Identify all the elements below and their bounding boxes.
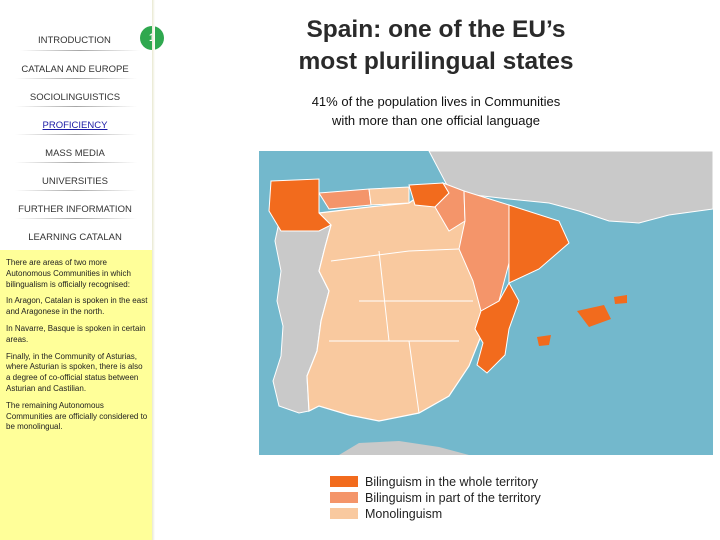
page-subtitle: 41% of the population lives in Communiti… [262, 92, 610, 130]
title-line: Spain: one of the EU’s [306, 16, 566, 43]
cantabria-region [368, 186, 410, 206]
nav-item-mass-media[interactable]: MASS MEDIA [45, 148, 105, 159]
page-title: Spain: one of the EU’s most plurilingual… [262, 14, 610, 78]
legend-label: Monolinguism [365, 507, 443, 521]
subtitle-line: 41% of the population lives in Communiti… [311, 94, 561, 109]
legend-label: Bilinguism in part of the territory [365, 491, 541, 505]
valencian-community-region [474, 281, 520, 374]
mallorca-island [577, 305, 611, 327]
nav-item-universities[interactable]: UNIVERSITIES [42, 176, 108, 187]
nav-divider [20, 50, 140, 51]
spain-language-map [259, 151, 713, 455]
region-borders [329, 248, 473, 414]
africa-region [339, 441, 469, 455]
legend-swatch [330, 492, 358, 503]
catalonia-region [508, 204, 570, 284]
nav-divider [15, 106, 137, 107]
legend-swatch [330, 476, 358, 487]
note-paragraph: In Navarre, Basque is spoken in certain … [6, 323, 146, 344]
legend-swatch [330, 508, 358, 519]
nav-divider [15, 162, 137, 163]
nav-item-proficiency[interactable]: PROFICIENCY [42, 120, 108, 131]
note-paragraph: Finally, in the Community of Asturias, w… [6, 351, 143, 393]
nav-item-catalan-and-europe[interactable]: CATALAN AND EUROPE [21, 64, 129, 75]
nav-divider [15, 78, 137, 79]
sidebar: INTRODUCTION 1 CATALAN AND EUROPE SOCIOL… [0, 0, 164, 540]
legend-label: Bilinguism in the whole territory [365, 475, 538, 489]
notes-panel [0, 250, 152, 540]
title-line: most plurilingual states [298, 48, 574, 75]
note-paragraph: There are areas of two more Autonomous C… [6, 258, 131, 289]
nav-item-learning-catalan[interactable]: LEARNING CATALAN [28, 232, 122, 243]
menorca-island [614, 295, 627, 304]
galicia-region [268, 178, 332, 232]
subtitle-line: with more than one official language [332, 113, 540, 128]
nav-item-introduction[interactable]: INTRODUCTION [38, 35, 111, 46]
nav-item-further-information[interactable]: FURTHER INFORMATION [18, 204, 132, 215]
notes-text: There are areas of two more Autonomous C… [6, 258, 148, 439]
nav-divider [15, 218, 137, 219]
note-paragraph: In Aragon, Catalan is spoken in the east… [6, 296, 148, 317]
asturias-region [318, 188, 372, 210]
ibiza-island [537, 335, 551, 346]
nav-item-sociolinguistics[interactable]: SOCIOLINGUISTICS [29, 92, 121, 103]
sidebar-divider [152, 0, 155, 540]
nav-divider [15, 134, 137, 135]
note-paragraph: The remaining Autonomous Communities are… [6, 400, 148, 432]
nav-divider [15, 190, 137, 191]
